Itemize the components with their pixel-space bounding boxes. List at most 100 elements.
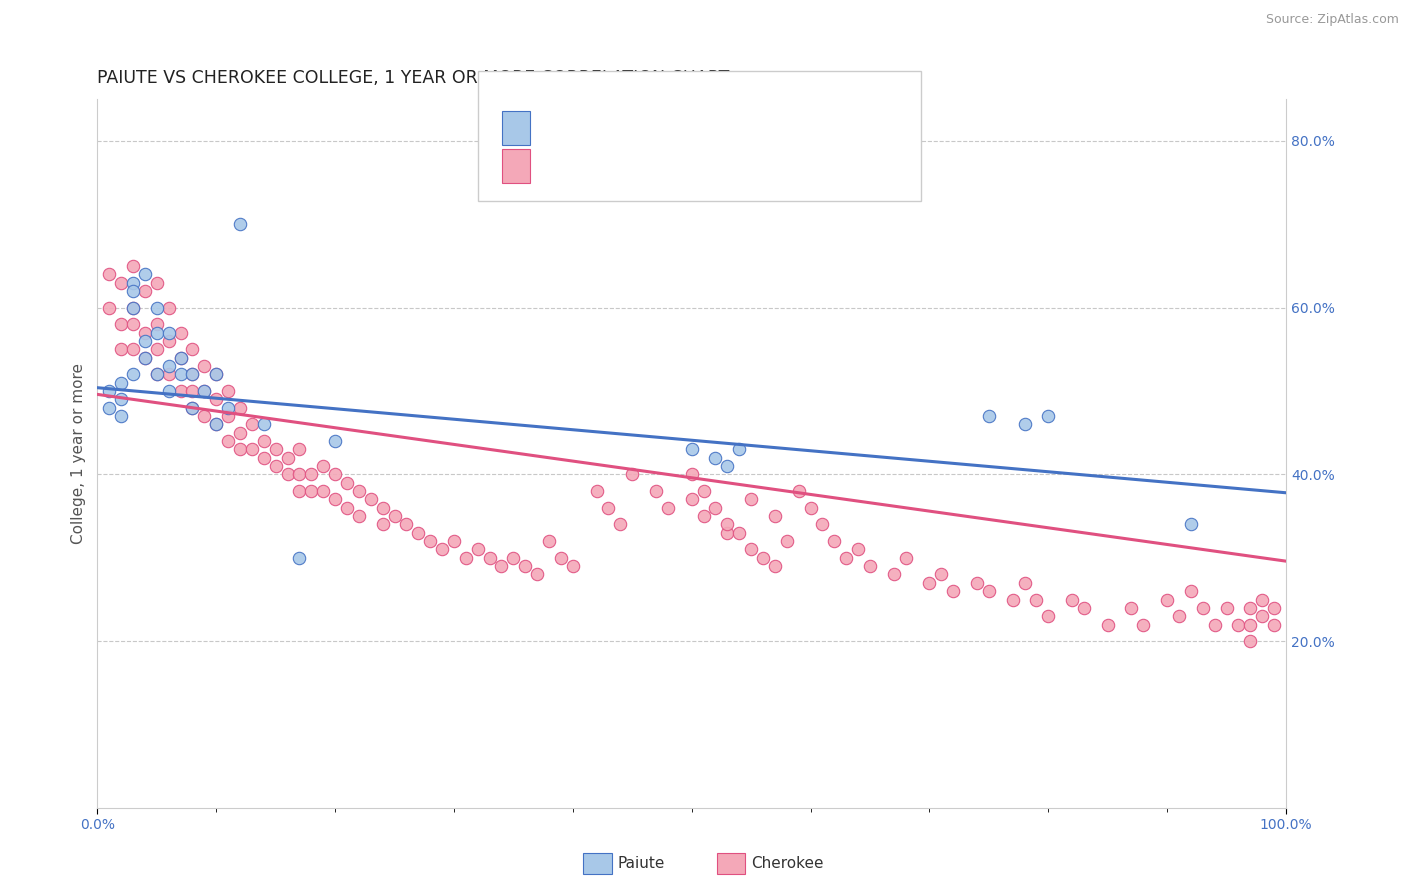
Point <box>288 442 311 457</box>
Point <box>288 467 311 482</box>
Point <box>716 517 738 532</box>
Point <box>134 268 156 282</box>
Point <box>395 517 418 532</box>
Point <box>122 259 145 273</box>
Point <box>217 384 239 398</box>
Point <box>181 368 204 382</box>
Point <box>157 334 180 348</box>
Point <box>443 534 465 549</box>
Point <box>740 492 762 507</box>
Point <box>740 542 762 557</box>
Point <box>502 550 524 565</box>
Point <box>134 351 156 365</box>
Point <box>454 550 477 565</box>
Point <box>752 550 775 565</box>
Point <box>692 509 714 524</box>
Point <box>728 442 751 457</box>
Text: Cherokee: Cherokee <box>751 856 824 871</box>
Point <box>1204 617 1226 632</box>
Point <box>1263 600 1285 615</box>
Point <box>1263 617 1285 632</box>
Point <box>811 517 834 532</box>
Point <box>229 217 252 231</box>
Point <box>408 525 430 540</box>
Point <box>1038 409 1060 423</box>
Point <box>157 301 180 315</box>
Point <box>1073 600 1095 615</box>
Point <box>799 500 821 515</box>
Point <box>371 517 394 532</box>
Point <box>657 500 679 515</box>
Point <box>110 376 132 390</box>
Point <box>134 351 156 365</box>
Point <box>491 559 513 574</box>
Point <box>823 534 845 549</box>
Point <box>681 467 703 482</box>
Point <box>323 492 346 507</box>
Y-axis label: College, 1 year or more: College, 1 year or more <box>72 363 86 544</box>
Point <box>1180 584 1202 599</box>
Point <box>264 459 287 474</box>
Point <box>1038 609 1060 624</box>
Point <box>1251 592 1274 607</box>
Point <box>157 359 180 373</box>
Point <box>122 276 145 290</box>
Point <box>110 343 132 357</box>
Point <box>110 276 132 290</box>
Point <box>134 284 156 298</box>
Point <box>169 384 191 398</box>
Point <box>1121 600 1143 615</box>
Point <box>110 392 132 407</box>
Point <box>146 368 169 382</box>
Point <box>205 417 228 432</box>
Point <box>1191 600 1213 615</box>
Point <box>419 534 441 549</box>
Point <box>1168 609 1191 624</box>
Point <box>894 550 917 565</box>
Point <box>1097 617 1119 632</box>
Point <box>550 550 572 565</box>
Point <box>193 409 215 423</box>
Point <box>240 417 263 432</box>
Point <box>336 500 359 515</box>
Point <box>1251 609 1274 624</box>
Point <box>299 484 322 499</box>
Point <box>157 326 180 340</box>
Point <box>122 318 145 332</box>
Point <box>763 509 786 524</box>
Point <box>157 384 180 398</box>
Point <box>277 467 299 482</box>
Point <box>347 509 370 524</box>
Point <box>336 475 359 490</box>
Point <box>110 318 132 332</box>
Point <box>515 559 537 574</box>
Point <box>1180 517 1202 532</box>
Point <box>467 542 489 557</box>
Point <box>146 343 169 357</box>
Point <box>323 467 346 482</box>
Point <box>205 368 228 382</box>
Point <box>98 384 121 398</box>
Point <box>181 401 204 415</box>
Point <box>977 584 1000 599</box>
Point <box>704 450 727 465</box>
Point <box>205 417 228 432</box>
Point <box>942 584 965 599</box>
Point <box>598 500 620 515</box>
Point <box>277 450 299 465</box>
Point <box>146 276 169 290</box>
Point <box>360 492 382 507</box>
Point <box>1215 600 1237 615</box>
Point <box>146 301 169 315</box>
Point <box>776 534 799 549</box>
Point <box>181 401 204 415</box>
Point <box>240 442 263 457</box>
Point <box>169 368 191 382</box>
Point <box>146 318 169 332</box>
Point <box>835 550 858 565</box>
Point <box>181 343 204 357</box>
Point <box>371 500 394 515</box>
Point <box>122 284 145 298</box>
Point <box>169 351 191 365</box>
Point <box>229 401 252 415</box>
